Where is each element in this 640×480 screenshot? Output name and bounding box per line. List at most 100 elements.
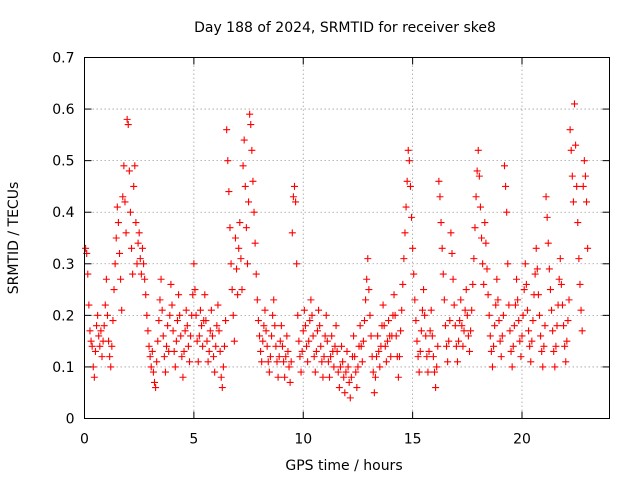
data-point <box>439 270 447 278</box>
data-point <box>449 275 457 283</box>
data-point <box>484 291 492 299</box>
data-point <box>298 347 306 355</box>
data-point <box>427 306 435 314</box>
data-point <box>123 115 131 123</box>
data-point <box>471 224 479 232</box>
data-point <box>215 327 223 335</box>
data-point <box>210 353 218 361</box>
data-point <box>135 229 143 237</box>
data-point <box>272 342 280 350</box>
data-point <box>572 141 580 149</box>
data-point <box>444 358 452 366</box>
data-point <box>497 353 505 361</box>
data-point <box>438 244 446 252</box>
data-point <box>404 146 412 154</box>
data-point <box>352 368 360 376</box>
data-point <box>145 342 153 350</box>
data-point <box>494 296 502 304</box>
data-point <box>212 342 220 350</box>
data-point <box>169 327 177 335</box>
data-point <box>233 265 241 273</box>
data-point <box>161 368 169 376</box>
data-point <box>568 172 576 180</box>
data-point <box>172 337 180 345</box>
data-point <box>121 198 129 206</box>
data-point <box>328 332 336 340</box>
data-point <box>396 353 403 361</box>
data-point <box>158 306 166 314</box>
data-point <box>262 327 270 335</box>
data-point <box>247 121 255 129</box>
y-axis-label: SRMTID / TECUs <box>6 182 22 295</box>
data-point <box>400 255 408 263</box>
data-point <box>511 301 519 309</box>
data-point <box>532 244 540 252</box>
data-point <box>320 353 328 361</box>
data-point <box>499 311 507 319</box>
data-point <box>238 286 246 294</box>
data-point <box>399 280 407 288</box>
data-point <box>122 229 130 237</box>
data-point <box>219 363 227 371</box>
data-point <box>390 291 398 299</box>
data-point <box>573 182 581 190</box>
data-point <box>183 322 191 330</box>
data-point <box>514 296 522 304</box>
data-point <box>216 347 224 355</box>
data-point <box>131 162 139 170</box>
data-point <box>411 296 419 304</box>
data-point <box>474 146 482 154</box>
data-point <box>501 162 508 170</box>
data-point <box>567 146 575 154</box>
data-point <box>440 296 448 304</box>
data-point <box>256 332 263 340</box>
y-tick-label: 0.2 <box>52 308 74 324</box>
data-point <box>176 311 184 319</box>
y-tick-label: 0.1 <box>52 360 74 376</box>
data-point <box>433 363 441 371</box>
data-point <box>112 234 120 242</box>
data-point <box>412 317 420 325</box>
data-point <box>528 337 536 345</box>
data-point <box>549 327 557 335</box>
data-point <box>370 389 378 397</box>
data-point <box>297 368 305 376</box>
data-point <box>432 384 440 392</box>
data-point <box>534 291 542 299</box>
data-point <box>526 342 534 350</box>
data-point <box>179 373 187 381</box>
data-point <box>403 177 411 185</box>
data-point <box>538 347 546 355</box>
data-point <box>492 301 500 309</box>
data-point <box>437 219 445 227</box>
data-point <box>319 373 327 381</box>
data-point <box>146 353 154 361</box>
data-point <box>260 322 268 330</box>
data-point <box>218 384 226 392</box>
data-point <box>505 301 513 309</box>
data-point <box>558 301 566 309</box>
data-point <box>246 110 254 118</box>
data-point <box>486 332 494 340</box>
data-point <box>225 188 233 196</box>
data-point <box>583 198 591 206</box>
data-point <box>562 358 570 366</box>
data-point <box>276 337 284 345</box>
x-tick-label: 5 <box>189 432 198 448</box>
data-point <box>334 368 342 376</box>
data-point <box>346 394 354 402</box>
data-point <box>309 332 317 340</box>
data-point <box>163 342 171 350</box>
data-point <box>270 296 278 304</box>
data-point <box>578 327 586 335</box>
data-point <box>116 249 123 257</box>
data-point <box>312 347 320 355</box>
data-point <box>307 296 315 304</box>
data-point <box>180 347 188 355</box>
data-point <box>291 182 298 190</box>
data-point <box>263 342 271 350</box>
data-point <box>366 311 374 319</box>
data-point <box>138 244 146 252</box>
data-point <box>190 260 198 268</box>
data-point <box>186 358 193 366</box>
